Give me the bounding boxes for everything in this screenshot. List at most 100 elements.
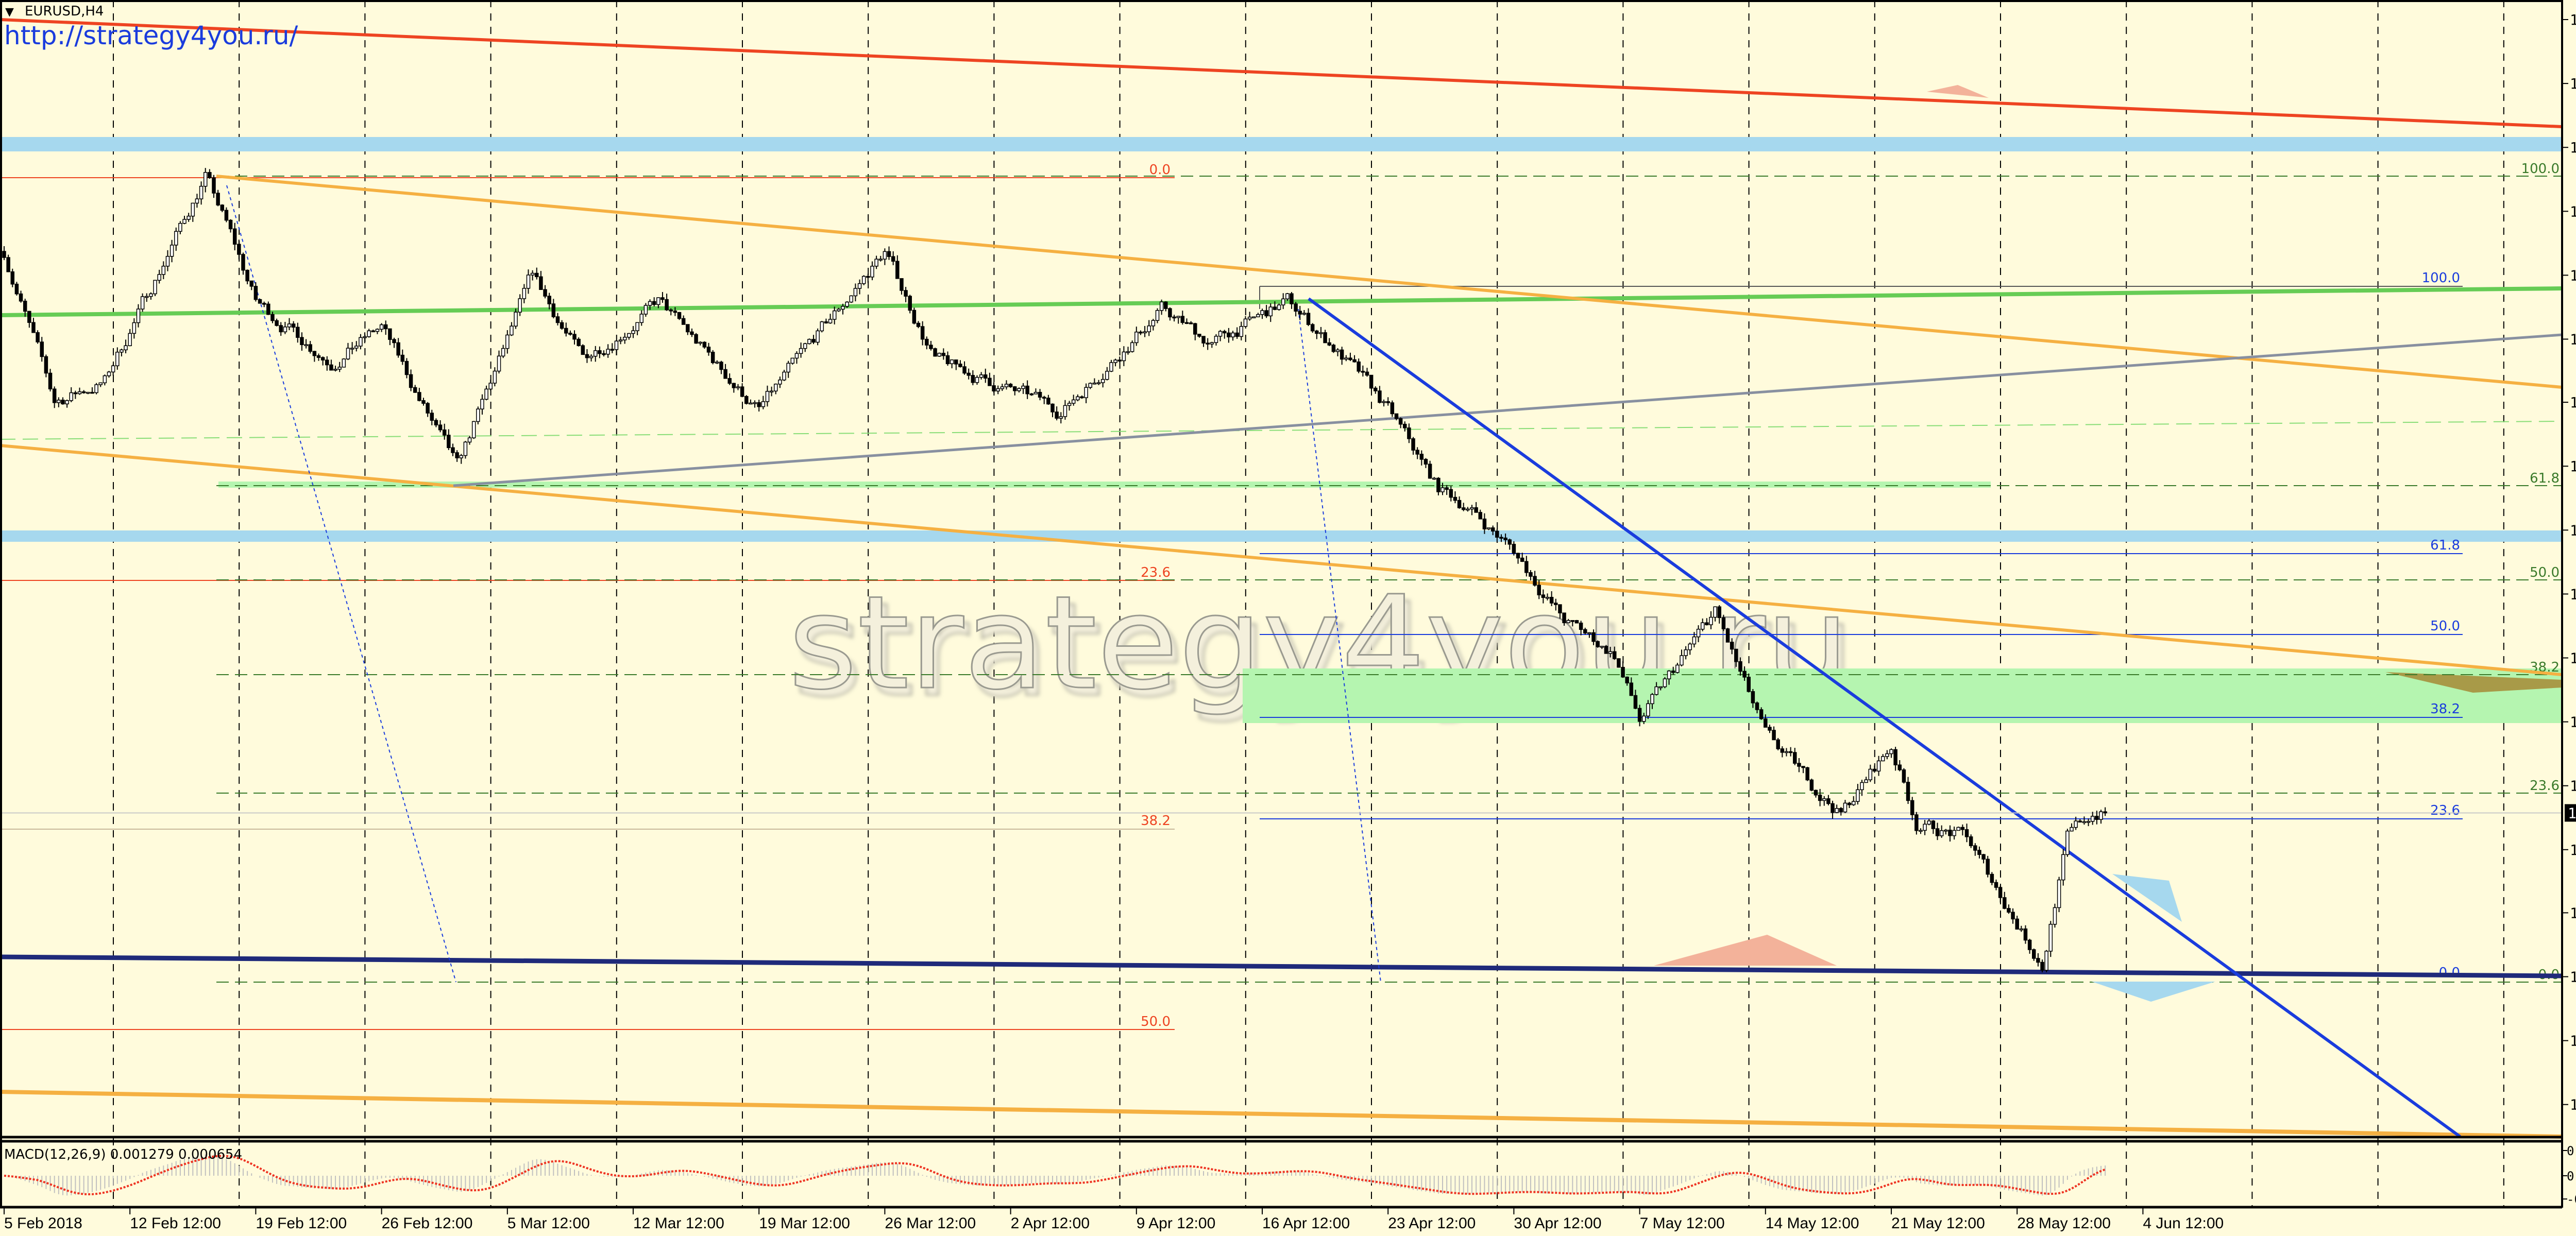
bull-candle [199,185,204,199]
bull-candle [715,362,719,364]
bear-candle [2095,816,2099,820]
bull-candle [350,348,354,350]
bull-candle [1159,301,1164,311]
bear-candle [1423,459,1428,465]
bull-candle [1151,320,1156,327]
bear-candle [895,261,900,279]
bull-candle [379,324,384,330]
bear-candle [1705,622,1709,625]
bear-candle [710,352,715,363]
bull-candle [111,365,115,373]
bear-candle [681,318,686,325]
bull-candle [522,288,527,299]
time-tick-label: 7 May 12:00 [1640,1215,1725,1232]
bull-candle [1860,782,1864,791]
bear-candle [1340,349,1344,360]
bull-candle [86,391,90,394]
bear-candle [245,269,249,282]
channel-upper[interactable] [216,175,2563,389]
bull-candle [861,276,866,284]
collapse-triangle-icon[interactable]: ▼ [5,6,14,19]
price-tick-label: 1.18480 [2570,714,2576,731]
bull-candle [165,255,170,267]
bull-candle [774,384,778,392]
bull-candle [471,421,476,438]
bull-candle [593,350,598,357]
bear-candle [732,383,736,388]
bear-candle [1461,507,1466,510]
bull-candle [115,352,120,367]
bear-candle [1629,682,1634,696]
bull-candle [480,399,484,409]
bear-candle [212,177,216,194]
bear-candle [1168,308,1172,318]
bear-candle [1516,553,1520,559]
bull-candle [1092,382,1097,385]
bear-candle [1050,403,1055,413]
bear-candle [543,289,547,297]
bear-candle [920,326,925,340]
bear-candle [1818,795,1822,801]
bull-candle [1260,310,1264,315]
bear-candle [417,392,421,401]
price-axis[interactable]: 1.27600 1.26770 1.25940 1.25110 1.24280 1.234… [2562,11,2576,1113]
bear-candle [1222,331,1227,334]
bear-candle [669,310,673,312]
bear-candle [1172,316,1176,319]
green-moving-line[interactable] [0,286,2563,317]
bear-candle [1910,800,1914,815]
bear-candle [1369,374,1374,389]
bear-candle [1055,411,1059,419]
macd-signal-line [4,1155,2106,1196]
candles [2,168,2107,973]
bull-candle [837,308,841,312]
bull-candle [98,382,103,385]
bear-candle [1453,496,1458,501]
bear-candle [1046,398,1050,405]
time-axis[interactable]: 5 Feb 2018 12 Feb 12:00 19 Feb 12:00 26 Feb… [4,1208,2224,1232]
bear-candle [400,354,405,362]
bull-candle [136,308,141,323]
fib-blue [1259,286,2463,819]
bear-candle [610,349,615,351]
bear-candle [6,257,10,272]
bear-candle [702,341,707,348]
bear-candle [404,360,409,375]
bull-candle [283,327,287,333]
blue-downtrend[interactable] [1308,297,2461,1138]
bear-candle [933,348,937,357]
channel-lower[interactable] [0,444,2563,676]
channel-bottom[interactable] [0,1090,2563,1139]
bear-candle [388,328,392,340]
bull-candle [643,305,648,315]
gray-trendline[interactable] [453,333,2563,487]
bull-candle [1587,632,1591,634]
bear-candle [660,297,665,300]
bull-candle [375,329,380,332]
bull-candle [1076,396,1080,401]
resistance-trendline[interactable] [0,18,2563,128]
bear-candle [1403,423,1407,428]
bull-candle [526,274,531,289]
bear-candle [652,301,656,305]
bull-candle [1000,386,1005,389]
bear-candle [1331,345,1336,352]
bull-candle [828,319,833,323]
bull-candle [530,272,535,276]
bear-candle [866,276,870,278]
bear-candle [958,364,962,367]
navy-trendline[interactable] [0,954,2563,978]
bear-candle [1495,530,1499,538]
bull-candle [1071,399,1076,404]
bear-candle [216,193,220,205]
bull-candle [996,388,1000,392]
bear-candle [891,256,895,262]
bear-candle [1474,507,1478,513]
bull-candle [618,339,623,342]
site-link[interactable]: http://strategy4you.ru/ [4,21,298,50]
bull-candle [1600,646,1604,648]
bear-candle [1935,828,1940,836]
resistance-band [0,137,2562,151]
bear-candle [1478,512,1483,520]
